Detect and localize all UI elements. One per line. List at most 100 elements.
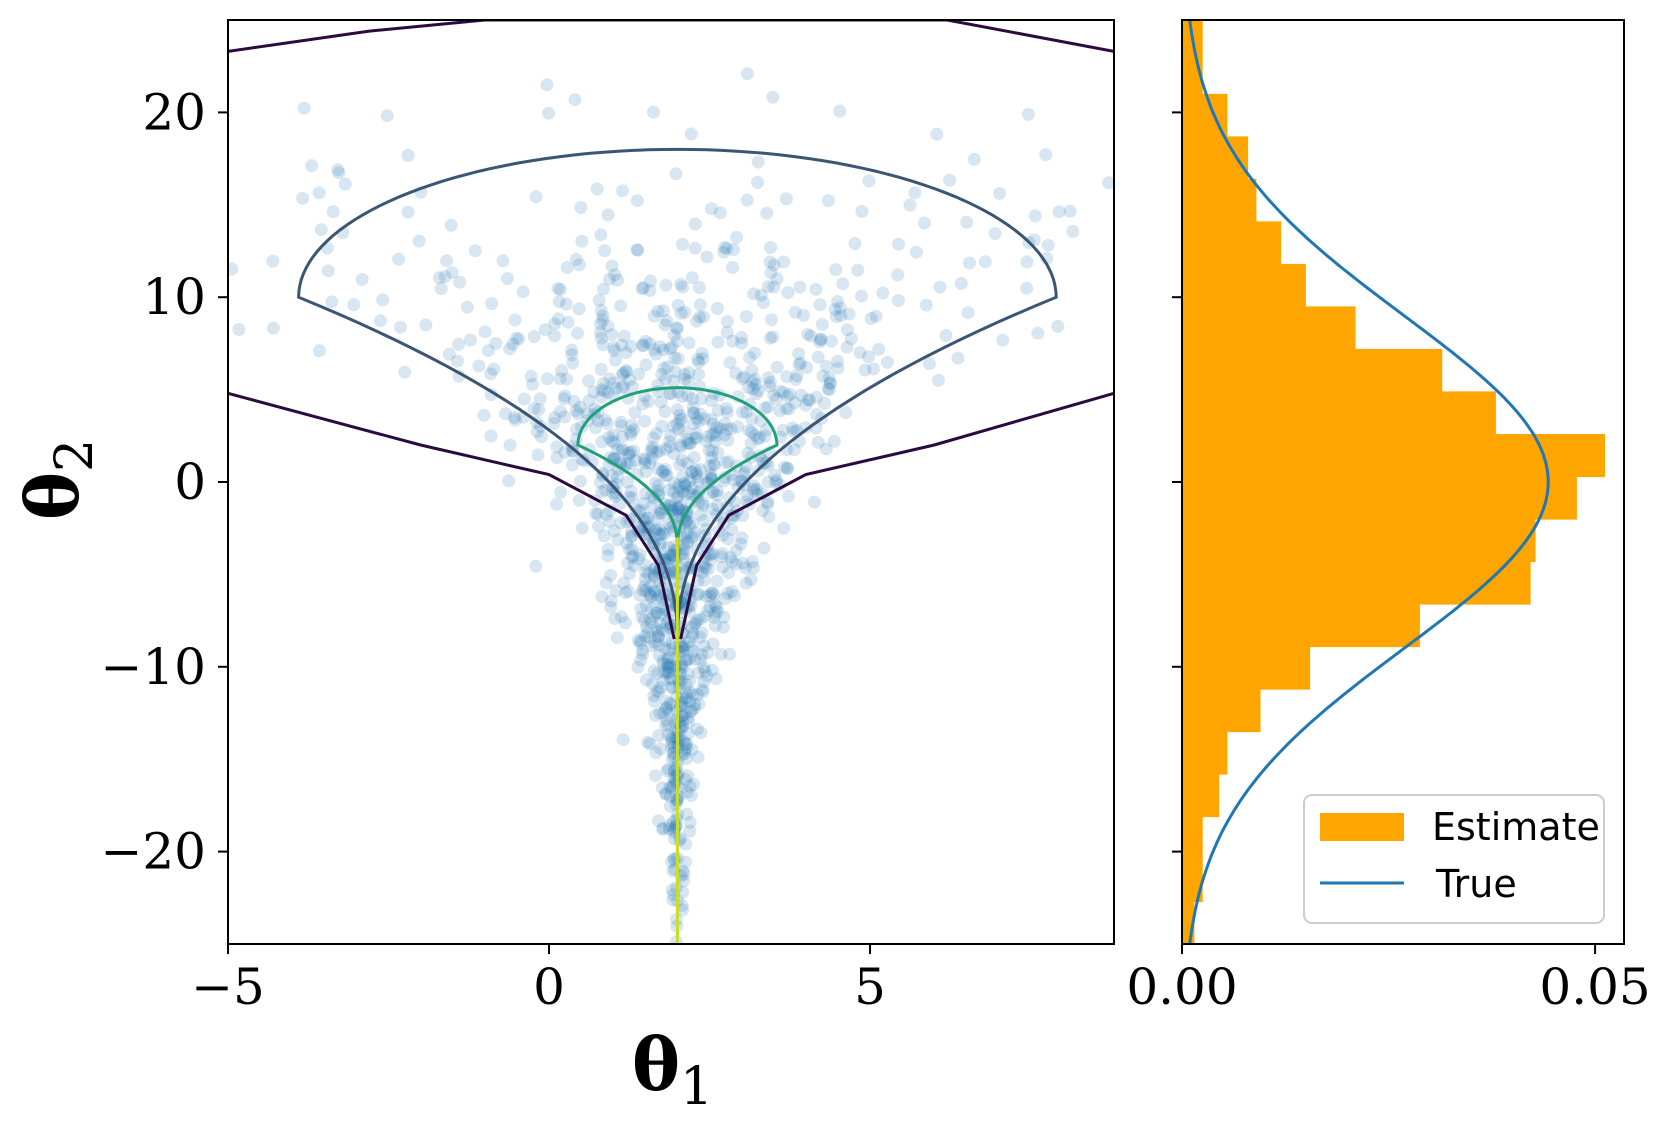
- scatter-point: [517, 392, 531, 406]
- scatter-point: [656, 526, 670, 540]
- scatter-point: [629, 503, 643, 517]
- scatter-point: [681, 711, 695, 725]
- scatter-point: [855, 204, 869, 218]
- scatter-point: [724, 551, 737, 564]
- scatter-point: [647, 491, 661, 505]
- scatter-point: [687, 525, 701, 539]
- scatter-point: [596, 309, 610, 323]
- scatter-point: [696, 560, 710, 574]
- scatter-point: [338, 177, 352, 191]
- scatter-point: [637, 452, 651, 466]
- scatter-point: [548, 329, 561, 343]
- scatter-point: [691, 474, 705, 488]
- scatter-point: [484, 367, 498, 381]
- scatter-point: [683, 685, 697, 699]
- scatter-point: [631, 660, 645, 674]
- scatter-point: [499, 407, 513, 421]
- scatter-point: [512, 332, 526, 346]
- scatter-point: [646, 677, 659, 691]
- scatter-point: [592, 293, 606, 307]
- scatter-point: [685, 481, 699, 495]
- scatter-point: [392, 252, 406, 266]
- scatter-point: [652, 527, 666, 541]
- scatter-point: [704, 586, 718, 600]
- scatter-point: [608, 268, 622, 282]
- scatter-point: [617, 576, 631, 590]
- scatter-point: [756, 504, 770, 517]
- scatter-point: [573, 474, 587, 488]
- scatter-point: [647, 689, 661, 703]
- scatter-point: [695, 683, 709, 696]
- scatter-point: [644, 616, 658, 630]
- scatter-point: [693, 612, 707, 626]
- scatter-point: [665, 732, 679, 746]
- scatter-point: [676, 864, 690, 878]
- scatter-point: [770, 272, 784, 286]
- scatter-point: [674, 440, 688, 454]
- scatter-point: [817, 396, 831, 410]
- scatter-point: [624, 529, 638, 543]
- histogram-bar: [1182, 178, 1257, 222]
- scatter-point: [1039, 148, 1053, 162]
- scatter-point: [691, 486, 705, 500]
- scatter-point: [595, 383, 609, 396]
- scatter-point: [1031, 326, 1045, 340]
- scatter-point: [651, 462, 665, 476]
- scatter-point: [930, 127, 944, 141]
- scatter-point: [767, 280, 781, 294]
- scatter-point: [651, 625, 665, 639]
- scatter-point: [779, 402, 793, 416]
- scatter-point: [516, 285, 530, 299]
- scatter-point: [573, 400, 587, 414]
- scatter-point: [615, 610, 628, 624]
- scatter-point: [656, 822, 670, 836]
- scatter-point: [266, 321, 280, 335]
- scatter-point: [508, 313, 522, 327]
- scatter-point: [647, 664, 661, 678]
- scatter-point: [933, 280, 947, 294]
- scatter-point: [503, 342, 517, 356]
- scatter-point: [677, 867, 691, 881]
- scatter-point: [705, 502, 719, 516]
- scatter-point: [710, 421, 724, 435]
- scatter-point: [839, 406, 853, 420]
- scatter-point: [720, 241, 734, 255]
- scatter-point: [667, 328, 681, 342]
- scatter-point: [762, 510, 776, 524]
- scatter-point: [641, 625, 655, 639]
- scatter-point: [594, 331, 608, 345]
- scatter-point: [595, 590, 609, 604]
- scatter-point: [653, 507, 667, 521]
- scatter-point: [558, 410, 572, 424]
- scatter-point: [646, 431, 660, 445]
- scatter-point: [735, 336, 749, 350]
- legend-label-estimate: Estimate: [1432, 805, 1600, 849]
- scatter-point: [746, 482, 760, 496]
- scatter-point: [663, 696, 677, 710]
- scatter-point: [696, 310, 710, 324]
- scatter-point: [713, 206, 727, 220]
- scatter-point: [557, 392, 571, 406]
- scatter-point: [671, 352, 685, 366]
- scatter-point: [692, 666, 705, 680]
- scatter-point: [661, 652, 675, 666]
- scatter-point: [716, 547, 729, 560]
- scatter-point: [633, 525, 647, 539]
- scatter-point: [721, 532, 735, 546]
- scatter-point: [643, 613, 657, 627]
- scatter-point: [695, 566, 709, 579]
- scatter-point: [822, 371, 836, 385]
- scatter-point: [658, 719, 672, 732]
- scatter-point: [658, 641, 672, 655]
- scatter-point: [657, 656, 671, 670]
- scatter-point: [661, 667, 675, 680]
- scatter-point: [639, 565, 652, 579]
- scatter-point: [596, 466, 610, 480]
- scatter-point: [705, 586, 719, 600]
- scatter-point: [721, 433, 735, 447]
- scatter-point: [932, 373, 945, 387]
- scatter-point: [833, 301, 847, 315]
- scatter-point: [892, 237, 906, 251]
- scatter-point: [692, 368, 705, 381]
- scatter-point: [622, 446, 636, 460]
